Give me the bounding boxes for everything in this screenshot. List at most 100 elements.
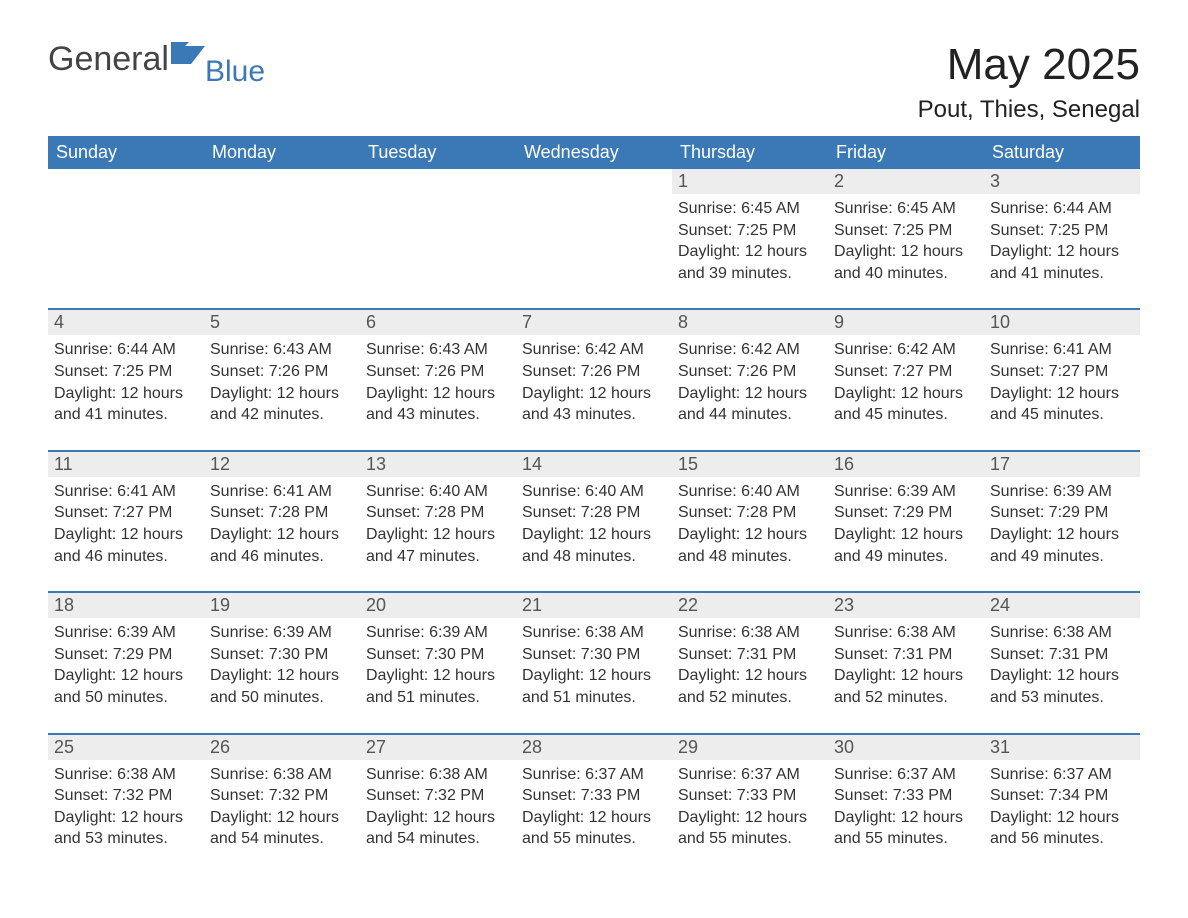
content-row: Sunrise: 6:38 AMSunset: 7:32 PMDaylight:… [48, 760, 1140, 856]
day-number: 8 [672, 310, 828, 335]
sunrise: Sunrise: 6:41 AM [210, 481, 354, 503]
day-cell [204, 194, 360, 290]
daylight: Daylight: 12 hours and 54 minutes. [366, 807, 510, 850]
header: General Blue May 2025 Pout, Thies, Seneg… [48, 40, 1140, 124]
day-number: 26 [204, 735, 360, 760]
day-number: 9 [828, 310, 984, 335]
day-cell: Sunrise: 6:38 AMSunset: 7:32 PMDaylight:… [48, 760, 204, 856]
sunset: Sunset: 7:28 PM [366, 502, 510, 524]
sunrise: Sunrise: 6:39 AM [54, 622, 198, 644]
sunrise: Sunrise: 6:42 AM [678, 339, 822, 361]
day-cell: Sunrise: 6:40 AMSunset: 7:28 PMDaylight:… [516, 477, 672, 573]
sunrise: Sunrise: 6:43 AM [210, 339, 354, 361]
day-number: 4 [48, 310, 204, 335]
day-number: 3 [984, 169, 1140, 194]
sunset: Sunset: 7:31 PM [834, 644, 978, 666]
sunrise: Sunrise: 6:37 AM [522, 764, 666, 786]
sunset: Sunset: 7:29 PM [834, 502, 978, 524]
sunset: Sunset: 7:26 PM [678, 361, 822, 383]
content-row: Sunrise: 6:45 AMSunset: 7:25 PMDaylight:… [48, 194, 1140, 290]
sunrise: Sunrise: 6:38 AM [54, 764, 198, 786]
daylight: Daylight: 12 hours and 50 minutes. [210, 665, 354, 708]
sunrise: Sunrise: 6:44 AM [54, 339, 198, 361]
sunrise: Sunrise: 6:43 AM [366, 339, 510, 361]
day-number: 17 [984, 452, 1140, 477]
daylight: Daylight: 12 hours and 55 minutes. [834, 807, 978, 850]
day-cell: Sunrise: 6:43 AMSunset: 7:26 PMDaylight:… [204, 335, 360, 431]
sunrise: Sunrise: 6:41 AM [990, 339, 1134, 361]
day-cell: Sunrise: 6:39 AMSunset: 7:29 PMDaylight:… [984, 477, 1140, 573]
sunrise: Sunrise: 6:38 AM [210, 764, 354, 786]
sunset: Sunset: 7:28 PM [210, 502, 354, 524]
sunset: Sunset: 7:30 PM [210, 644, 354, 666]
daynum-row: 45678910 [48, 308, 1140, 335]
sunset: Sunset: 7:30 PM [366, 644, 510, 666]
sunrise: Sunrise: 6:38 AM [990, 622, 1134, 644]
daylight: Daylight: 12 hours and 41 minutes. [54, 383, 198, 426]
flag-icon [171, 42, 205, 69]
sunset: Sunset: 7:25 PM [834, 220, 978, 242]
day-number: 20 [360, 593, 516, 618]
day-number: 29 [672, 735, 828, 760]
day-cell: Sunrise: 6:37 AMSunset: 7:33 PMDaylight:… [828, 760, 984, 856]
day-cell: Sunrise: 6:37 AMSunset: 7:34 PMDaylight:… [984, 760, 1140, 856]
sunset: Sunset: 7:25 PM [54, 361, 198, 383]
brand-blue: Blue [205, 55, 265, 89]
day-cell [48, 194, 204, 290]
sunset: Sunset: 7:25 PM [990, 220, 1134, 242]
day-cell: Sunrise: 6:45 AMSunset: 7:25 PMDaylight:… [828, 194, 984, 290]
weekday-mon: Monday [204, 136, 360, 169]
daylight: Daylight: 12 hours and 47 minutes. [366, 524, 510, 567]
daylight: Daylight: 12 hours and 49 minutes. [990, 524, 1134, 567]
daylight: Daylight: 12 hours and 56 minutes. [990, 807, 1134, 850]
location: Pout, Thies, Senegal [918, 96, 1140, 124]
title-block: May 2025 Pout, Thies, Senegal [918, 40, 1140, 124]
day-cell: Sunrise: 6:39 AMSunset: 7:30 PMDaylight:… [204, 618, 360, 714]
day-number: 27 [360, 735, 516, 760]
day-number: 15 [672, 452, 828, 477]
sunset: Sunset: 7:33 PM [522, 785, 666, 807]
daylight: Daylight: 12 hours and 53 minutes. [990, 665, 1134, 708]
day-number: 13 [360, 452, 516, 477]
sunrise: Sunrise: 6:40 AM [522, 481, 666, 503]
daylight: Daylight: 12 hours and 48 minutes. [678, 524, 822, 567]
daylight: Daylight: 12 hours and 55 minutes. [678, 807, 822, 850]
day-cell [360, 194, 516, 290]
day-cell: Sunrise: 6:38 AMSunset: 7:30 PMDaylight:… [516, 618, 672, 714]
content-row: Sunrise: 6:39 AMSunset: 7:29 PMDaylight:… [48, 618, 1140, 714]
day-cell: Sunrise: 6:44 AMSunset: 7:25 PMDaylight:… [48, 335, 204, 431]
sunset: Sunset: 7:33 PM [834, 785, 978, 807]
daylight: Daylight: 12 hours and 50 minutes. [54, 665, 198, 708]
day-cell: Sunrise: 6:41 AMSunset: 7:27 PMDaylight:… [984, 335, 1140, 431]
sunrise: Sunrise: 6:45 AM [678, 198, 822, 220]
daylight: Daylight: 12 hours and 41 minutes. [990, 241, 1134, 284]
sunset: Sunset: 7:31 PM [678, 644, 822, 666]
daylight: Daylight: 12 hours and 49 minutes. [834, 524, 978, 567]
content-row: Sunrise: 6:41 AMSunset: 7:27 PMDaylight:… [48, 477, 1140, 573]
calendar: Sunday Monday Tuesday Wednesday Thursday… [48, 136, 1140, 856]
day-number: 14 [516, 452, 672, 477]
day-number: 21 [516, 593, 672, 618]
month-title: May 2025 [918, 40, 1140, 90]
sunset: Sunset: 7:32 PM [210, 785, 354, 807]
daylight: Daylight: 12 hours and 43 minutes. [366, 383, 510, 426]
day-number: 16 [828, 452, 984, 477]
sunset: Sunset: 7:29 PM [990, 502, 1134, 524]
content-row: Sunrise: 6:44 AMSunset: 7:25 PMDaylight:… [48, 335, 1140, 431]
day-number: 12 [204, 452, 360, 477]
day-cell: Sunrise: 6:39 AMSunset: 7:29 PMDaylight:… [828, 477, 984, 573]
daylight: Daylight: 12 hours and 42 minutes. [210, 383, 354, 426]
day-cell: Sunrise: 6:38 AMSunset: 7:31 PMDaylight:… [984, 618, 1140, 714]
brand-logo: General Blue [48, 40, 265, 79]
weekday-sun: Sunday [48, 136, 204, 169]
daylight: Daylight: 12 hours and 46 minutes. [54, 524, 198, 567]
daylight: Daylight: 12 hours and 55 minutes. [522, 807, 666, 850]
sunset: Sunset: 7:32 PM [54, 785, 198, 807]
daylight: Daylight: 12 hours and 48 minutes. [522, 524, 666, 567]
sunrise: Sunrise: 6:38 AM [834, 622, 978, 644]
sunrise: Sunrise: 6:39 AM [366, 622, 510, 644]
day-number: 24 [984, 593, 1140, 618]
weekday-tue: Tuesday [360, 136, 516, 169]
sunset: Sunset: 7:26 PM [366, 361, 510, 383]
weeks: 123Sunrise: 6:45 AMSunset: 7:25 PMDaylig… [48, 169, 1140, 856]
